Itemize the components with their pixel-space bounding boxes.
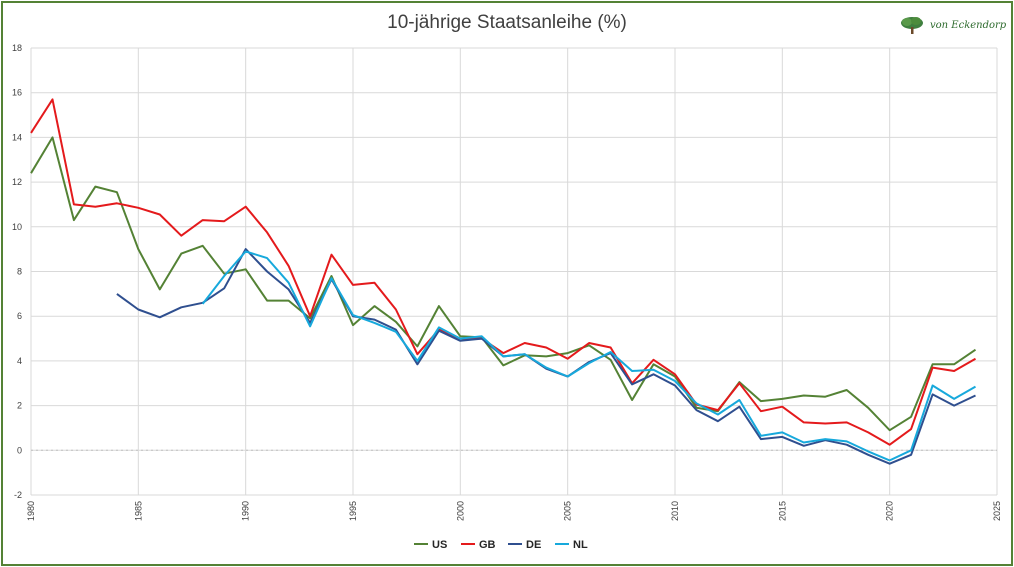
series-line-de: [116, 248, 976, 465]
y-tick-label: 8: [17, 267, 22, 277]
y-tick-label: 0: [17, 445, 22, 455]
x-tick-label: 2025: [992, 501, 1002, 521]
x-tick-label: 2020: [885, 501, 895, 521]
y-tick-label: 2: [17, 401, 22, 411]
legend-label-gb: GB: [479, 539, 496, 551]
x-tick-label: 2005: [563, 501, 573, 521]
y-tick-label: 10: [12, 222, 22, 232]
x-tick-label: 1995: [348, 501, 358, 521]
x-tick-label: 2000: [455, 501, 465, 521]
x-tick-label: 2010: [670, 501, 680, 521]
x-tick-label: 2015: [777, 501, 787, 521]
legend-label-de: DE: [526, 539, 541, 551]
series-line-gb: [30, 98, 976, 446]
tree-icon: [901, 17, 923, 34]
y-tick-label: 6: [17, 311, 22, 321]
y-axis-ticks: -2 0 2 4 6 8 10 12 14 16 18: [12, 43, 22, 500]
logo-text: von Eckendorp: [930, 19, 1007, 31]
series-lines: [30, 98, 977, 465]
series-line-nl: [201, 250, 976, 462]
y-tick-label: 4: [17, 356, 22, 366]
x-tick-label: 1985: [133, 501, 143, 521]
legend-label-us: US: [432, 539, 447, 551]
grid-lines: [30, 47, 998, 496]
legend: US GB DE NL: [414, 539, 588, 551]
x-tick-label: 1990: [241, 501, 251, 521]
x-axis-ticks: 1980 1985 1990 1995 2000 2005 2010 2015 2020 2025: [26, 501, 1002, 521]
y-tick-label: -2: [14, 490, 22, 500]
y-tick-label: 14: [12, 132, 22, 142]
legend-label-nl: NL: [573, 539, 588, 551]
brand-logo: von Eckendorp: [900, 14, 1010, 36]
chart-title: 10-jährige Staatsanleihe (%): [387, 12, 627, 33]
y-tick-label: 16: [12, 88, 22, 98]
y-tick-label: 12: [12, 177, 22, 187]
y-tick-label: 18: [12, 43, 22, 53]
series-line-us: [30, 136, 977, 432]
x-tick-label: 1980: [26, 501, 36, 521]
